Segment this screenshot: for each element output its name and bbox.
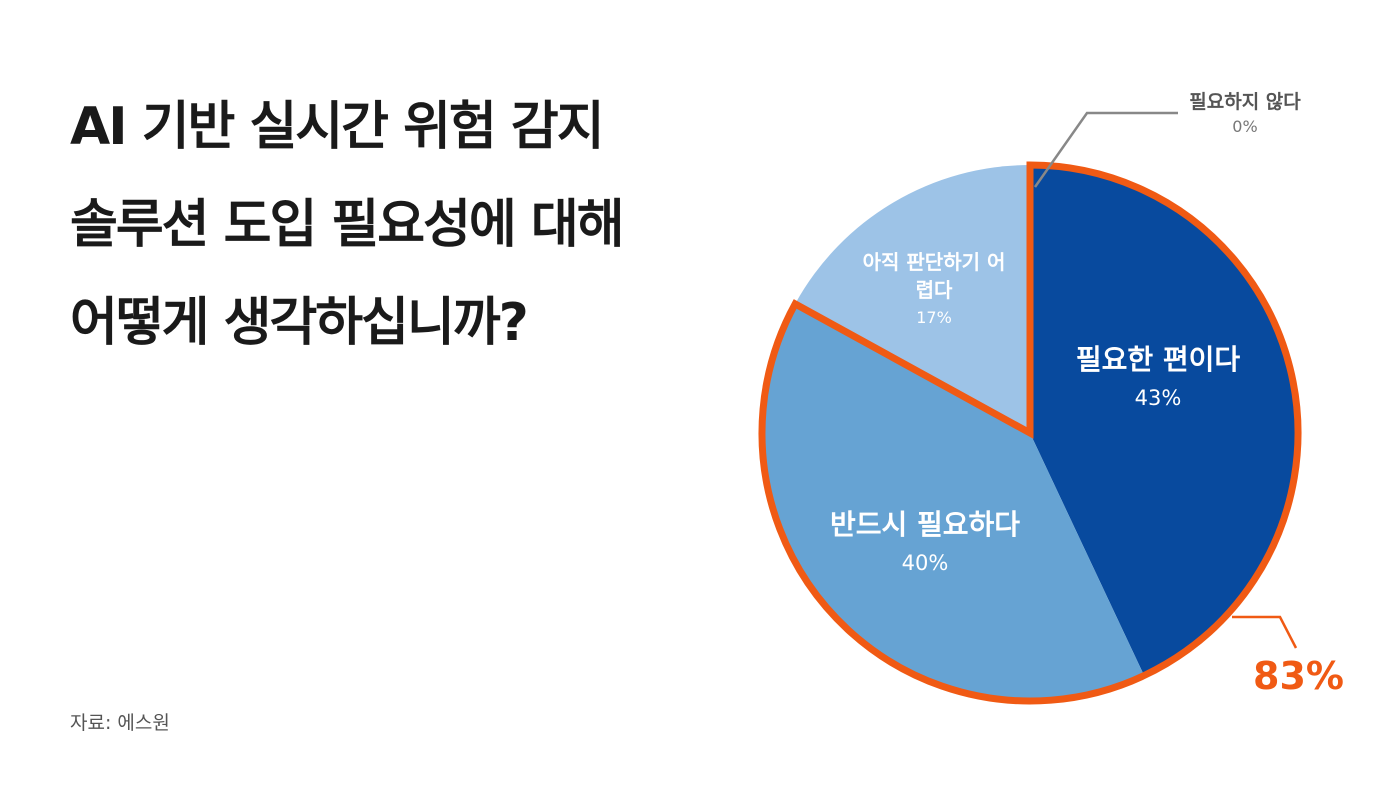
slice-name-text: 아직 판단하기 어렵다 (862, 250, 1006, 302)
slice-value: 40% (901, 551, 949, 575)
slice-value: 43% (1134, 386, 1182, 410)
title-line-1: AI 기반 실시간 위험 감지 (70, 97, 605, 157)
slice-name: 필요한 편이다 (1075, 343, 1241, 376)
highlight-outline (758, 161, 1302, 705)
chart-title: AI 기반 실시간 위험 감지 솔루션 도입 필요성에 대해 어떻게 생각하십니… (70, 78, 625, 372)
highlight-total-label: 83% (1253, 654, 1344, 698)
slice-label-needed-somewhat: 필요한 편이다 43% (1076, 340, 1240, 416)
source-note: 자료: 에스원 (70, 712, 170, 734)
zero-slice-leader-line (1033, 111, 1178, 188)
pie-slice-1 (761, 303, 1145, 702)
slice-label-undecided: 아직 판단하기 어렵다 17% (859, 248, 1009, 332)
highlight-leader-line (1232, 615, 1298, 649)
slice-value: 0% (1232, 117, 1258, 136)
title-line-3: 어떻게 생각하십니까? (70, 293, 529, 353)
slice-name: 반드시 필요하다 (829, 508, 1021, 541)
slice-value: 17% (916, 308, 952, 327)
title-line-2: 솔루션 도입 필요성에 대해 (70, 195, 625, 255)
slice-name: 필요하지 않다 (1189, 91, 1301, 113)
slice-label-definitely-needed: 반드시 필요하다 40% (830, 505, 1020, 581)
slice-name: 아직 판단하기 어렵다 (859, 248, 1009, 304)
slice-label-not-needed: 필요하지 않다 0% (1189, 90, 1301, 140)
pie-slice-2 (795, 165, 1030, 433)
pie-slice-0 (1030, 165, 1299, 676)
